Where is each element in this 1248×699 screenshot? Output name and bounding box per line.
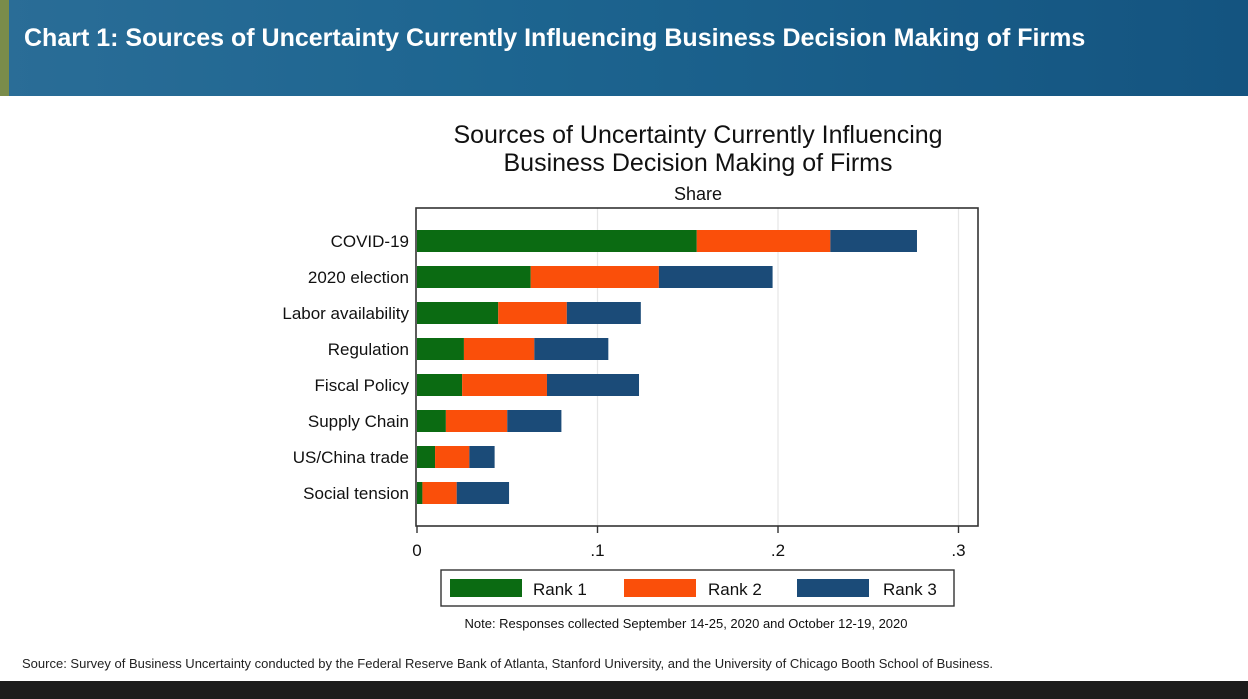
- bar-rank-1: [417, 482, 423, 504]
- bar-rank-2: [445, 410, 508, 432]
- x-tick-label: .3: [951, 541, 965, 560]
- bar-rank-3: [658, 266, 773, 288]
- bar-rank-3: [456, 482, 510, 504]
- bar-rank-3: [830, 230, 917, 252]
- legend-swatch-rank-1: [450, 579, 522, 597]
- bar-rank-1: [417, 410, 446, 432]
- legend-label: Rank 1: [533, 580, 587, 599]
- legend-label: Rank 2: [708, 580, 762, 599]
- chart-title-line-2: Business Decision Making of Firms: [503, 149, 892, 177]
- bar-rank-3: [546, 374, 640, 396]
- bar-rank-3: [469, 446, 495, 468]
- category-label: Fiscal Policy: [315, 376, 410, 395]
- chart-title-line-1: Sources of Uncertainty Currently Influen…: [453, 121, 942, 149]
- category-label: 2020 election: [308, 268, 409, 287]
- x-tick-label: 0: [412, 541, 421, 560]
- category-label: US/China trade: [293, 448, 409, 467]
- chart-note: Note: Responses collected September 14-2…: [464, 616, 907, 631]
- bar-rank-1: [417, 446, 436, 468]
- bar-rank-1: [417, 266, 531, 288]
- bar-rank-2: [422, 482, 457, 504]
- category-label: Regulation: [328, 340, 409, 359]
- bar-rank-2: [435, 446, 470, 468]
- plot-frame: [415, 207, 979, 527]
- bar-rank-3: [507, 410, 562, 432]
- header-banner: Chart 1: Sources of Uncertainty Currentl…: [0, 0, 1248, 96]
- header-accent-stripe: [0, 0, 9, 96]
- bar-rank-2: [498, 302, 567, 324]
- bar-rank-2: [462, 374, 547, 396]
- x-tick-label: .2: [771, 541, 785, 560]
- bar-rank-2: [696, 230, 831, 252]
- legend-swatch-rank-2: [624, 579, 696, 597]
- bar-rank-3: [534, 338, 609, 360]
- legend-label: Rank 3: [883, 580, 937, 599]
- category-label: Labor availability: [282, 304, 409, 323]
- bar-rank-3: [566, 302, 641, 324]
- bar-rank-2: [463, 338, 535, 360]
- bar-rank-1: [417, 374, 463, 396]
- category-label: COVID-19: [331, 232, 409, 251]
- legend-swatch-rank-3: [797, 579, 869, 597]
- bar-rank-1: [417, 338, 464, 360]
- bar-rank-2: [530, 266, 659, 288]
- bar-rank-1: [417, 302, 499, 324]
- chart-subtitle: Share: [674, 184, 722, 204]
- footer-bar: [0, 681, 1248, 699]
- x-tick-label: .1: [590, 541, 604, 560]
- bar-rank-1: [417, 230, 697, 252]
- category-label: Social tension: [303, 484, 409, 503]
- category-label: Supply Chain: [308, 412, 409, 431]
- stacked-bar-chart: Sources of Uncertainty Currently Influen…: [282, 121, 979, 631]
- source-note: Source: Survey of Business Uncertainty c…: [22, 656, 993, 671]
- header-title: Chart 1: Sources of Uncertainty Currentl…: [24, 24, 1086, 52]
